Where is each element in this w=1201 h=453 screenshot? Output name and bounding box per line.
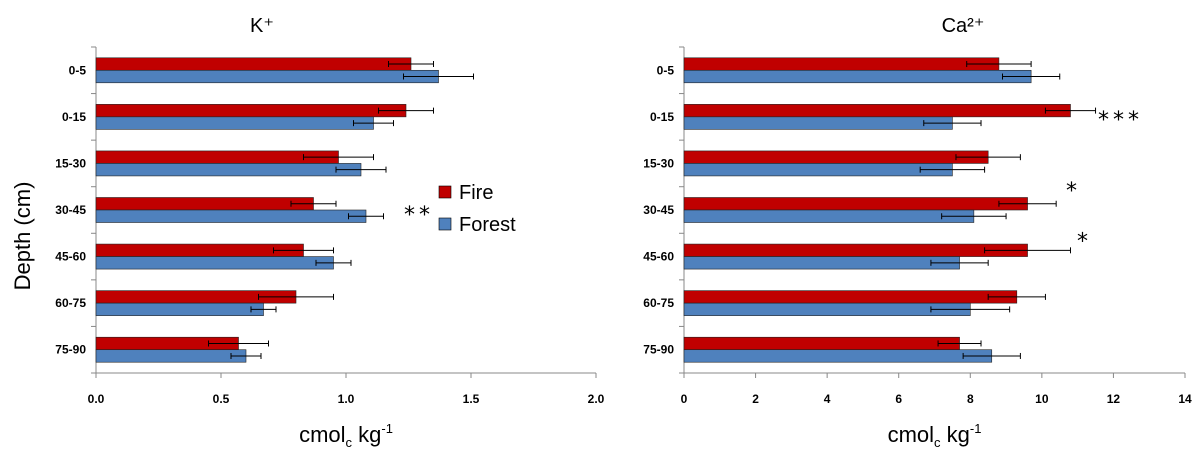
legend: Fire Forest bbox=[438, 182, 516, 236]
bar-fire bbox=[95, 104, 407, 118]
bar-fire bbox=[683, 57, 1000, 71]
legend-label-fire: Fire bbox=[459, 182, 493, 204]
bar-forest bbox=[95, 256, 334, 270]
x-tick-label: 0 bbox=[681, 392, 688, 406]
bar-fire bbox=[683, 243, 1028, 257]
bar-forest bbox=[683, 163, 953, 177]
legend-swatch-forest bbox=[438, 217, 452, 231]
legend-label-forest: Forest bbox=[459, 214, 516, 236]
x-tick-label: 4 bbox=[824, 392, 831, 406]
x-tick-label: 0.5 bbox=[213, 392, 230, 406]
y-tick-label: 30-45 bbox=[643, 203, 674, 217]
significance-marker: * bbox=[1077, 230, 1092, 255]
y-tick-label: 15-30 bbox=[643, 156, 674, 170]
x-tick-label: 12 bbox=[1107, 392, 1121, 406]
bar-forest bbox=[683, 69, 1032, 84]
significance-marker: ** bbox=[404, 203, 434, 228]
bar-fire bbox=[683, 197, 1028, 211]
bar-fire bbox=[683, 336, 960, 351]
bar-forest bbox=[683, 349, 993, 363]
y-tick-label: 15-30 bbox=[55, 156, 86, 170]
chart-title: K⁺ bbox=[250, 15, 274, 37]
bar-forest bbox=[683, 256, 960, 270]
x-tick-label: 8 bbox=[967, 392, 974, 406]
x-tick-label: 14 bbox=[1178, 392, 1192, 406]
bar-forest bbox=[95, 69, 439, 84]
bar-fire bbox=[95, 243, 304, 257]
significance-marker: *** bbox=[1098, 108, 1143, 133]
chart-panel-calcium: Ca²⁺ 0 2 4 6 8 10 12 14 0-5 0-15 15-30 30-45 45-60 60-… bbox=[643, 15, 1192, 450]
bar-forest bbox=[683, 209, 975, 223]
x-tick-label: 1.0 bbox=[338, 392, 355, 406]
chart-title: Ca²⁺ bbox=[942, 15, 985, 37]
x-tick-label: 10 bbox=[1035, 392, 1049, 406]
y-tick-label: 30-45 bbox=[55, 203, 86, 217]
x-axis-label: cmolc kg-1 bbox=[888, 421, 982, 450]
y-tick-label: 60-75 bbox=[55, 296, 86, 310]
y-tick-label: 0-15 bbox=[650, 110, 674, 124]
bar-forest bbox=[95, 163, 362, 177]
x-tick-label: 1.5 bbox=[463, 392, 480, 406]
y-tick-label: 60-75 bbox=[643, 296, 674, 310]
y-tick-label: 75-90 bbox=[55, 343, 86, 357]
x-tick-label: 0.0 bbox=[88, 392, 105, 406]
x-tick-label: 2 bbox=[752, 392, 759, 406]
y-tick-label: 0-5 bbox=[657, 63, 675, 77]
bar-forest bbox=[95, 209, 367, 223]
y-tick-label: 75-90 bbox=[643, 343, 674, 357]
bar-fire bbox=[683, 290, 1018, 304]
legend-swatch-fire bbox=[438, 185, 452, 199]
bar-forest bbox=[683, 116, 953, 130]
significance-marker: * bbox=[1066, 179, 1081, 204]
y-axis-label: Depth (cm) bbox=[10, 182, 35, 291]
bar-fire bbox=[683, 104, 1071, 118]
bar-forest bbox=[95, 302, 264, 316]
y-tick-label: 45-60 bbox=[55, 250, 86, 264]
bar-forest bbox=[95, 116, 374, 130]
y-tick-label: 0-5 bbox=[69, 63, 87, 77]
x-axis-label: cmolc kg-1 bbox=[299, 421, 393, 450]
bar-forest bbox=[683, 302, 971, 316]
y-tick-label: 45-60 bbox=[643, 250, 674, 264]
bar-fire bbox=[683, 150, 989, 164]
chart-panel-potassium: K⁺ 0.0 0.5 1.0 1.5 2.0 0-5 0-15 15-30 30-45 45-60 6… bbox=[55, 15, 604, 450]
y-tick-label: 0-15 bbox=[62, 110, 86, 124]
bar-fire bbox=[95, 57, 412, 71]
x-tick-label: 2.0 bbox=[588, 392, 605, 406]
bar-fire bbox=[95, 197, 314, 211]
x-tick-label: 6 bbox=[895, 392, 902, 406]
bar-forest bbox=[95, 349, 247, 363]
bar-fire bbox=[95, 150, 339, 164]
